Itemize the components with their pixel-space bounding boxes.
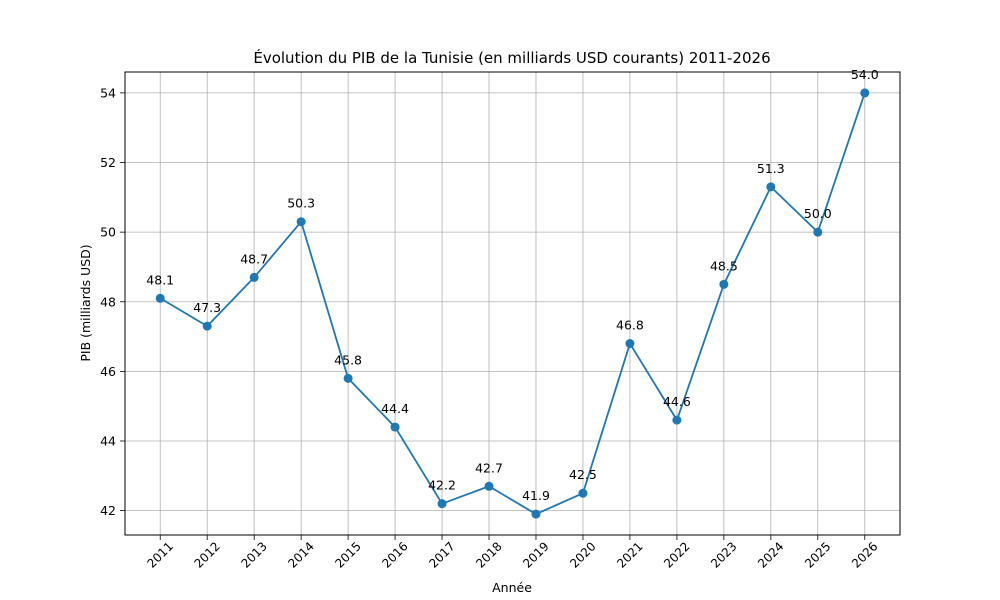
data-point (860, 88, 870, 98)
data-label: 51.3 (757, 161, 785, 176)
y-tick-label: 42 (100, 503, 116, 518)
data-point (296, 217, 306, 227)
data-label: 42.2 (428, 478, 456, 493)
y-tick-label: 52 (100, 155, 116, 170)
x-tick-label: 2022 (661, 539, 692, 570)
data-point (155, 293, 165, 303)
x-tick-label: 2015 (332, 539, 363, 570)
x-tick-label: 2020 (567, 539, 598, 570)
data-label: 44.4 (381, 401, 409, 416)
x-tick-label: 2014 (285, 539, 316, 570)
data-labels: 48.1 47.3 48.7 50.3 45.8 44.4 42.2 42.7 41.9 42.5… (146, 67, 878, 503)
data-label: 44.6 (663, 394, 691, 409)
x-tick-label: 2023 (708, 539, 739, 570)
data-point (484, 481, 494, 491)
chart-title: Évolution du PIB de la Tunisie (en milli… (253, 48, 770, 67)
y-tick-label: 44 (100, 434, 116, 449)
x-tick-label: 2013 (238, 539, 269, 570)
data-point (578, 488, 588, 498)
data-point (672, 415, 682, 425)
data-label: 42.5 (569, 467, 597, 482)
grid (125, 72, 900, 535)
data-point (531, 509, 541, 519)
data-point (766, 182, 776, 192)
data-label: 50.0 (804, 206, 832, 221)
data-label: 48.5 (710, 258, 738, 273)
x-axis-label: Année (492, 580, 532, 595)
data-point (437, 499, 447, 509)
data-point (390, 422, 400, 432)
data-label: 46.8 (616, 318, 644, 333)
data-points (155, 88, 870, 519)
y-tick-label: 50 (100, 225, 116, 240)
data-label: 42.7 (475, 460, 503, 475)
x-axis-ticks: 2011 2012 2013 2014 2015 2016 2017 2018 2019 2020… (144, 535, 881, 571)
y-tick-label: 54 (100, 85, 116, 100)
data-point (813, 227, 823, 237)
data-label: 47.3 (193, 300, 221, 315)
data-label: 54.0 (851, 67, 879, 82)
data-point (343, 373, 353, 383)
y-axis-ticks: 42 44 46 48 50 52 54 (100, 85, 125, 518)
x-tick-label: 2017 (426, 539, 457, 570)
x-tick-label: 2016 (379, 539, 410, 570)
x-tick-label: 2012 (191, 539, 222, 570)
x-tick-label: 2011 (144, 539, 175, 570)
y-tick-label: 48 (100, 294, 116, 309)
data-label: 48.7 (240, 251, 268, 266)
x-tick-label: 2021 (614, 539, 645, 570)
x-tick-label: 2026 (849, 539, 880, 570)
data-point (249, 272, 259, 282)
data-label: 48.1 (146, 272, 174, 287)
data-point (719, 279, 729, 289)
data-label: 45.8 (334, 352, 362, 367)
x-tick-label: 2018 (473, 539, 504, 570)
data-label: 50.3 (287, 196, 315, 211)
data-label: 41.9 (522, 488, 550, 503)
x-tick-label: 2019 (520, 539, 551, 570)
x-tick-label: 2025 (802, 539, 833, 570)
y-tick-label: 46 (100, 364, 116, 379)
plot-area-frame (124, 71, 901, 536)
data-point (202, 321, 212, 331)
y-axis-label: PIB (milliards USD) (78, 244, 93, 361)
series-line (159, 92, 866, 516)
data-point (625, 339, 635, 349)
x-tick-label: 2024 (755, 539, 786, 570)
